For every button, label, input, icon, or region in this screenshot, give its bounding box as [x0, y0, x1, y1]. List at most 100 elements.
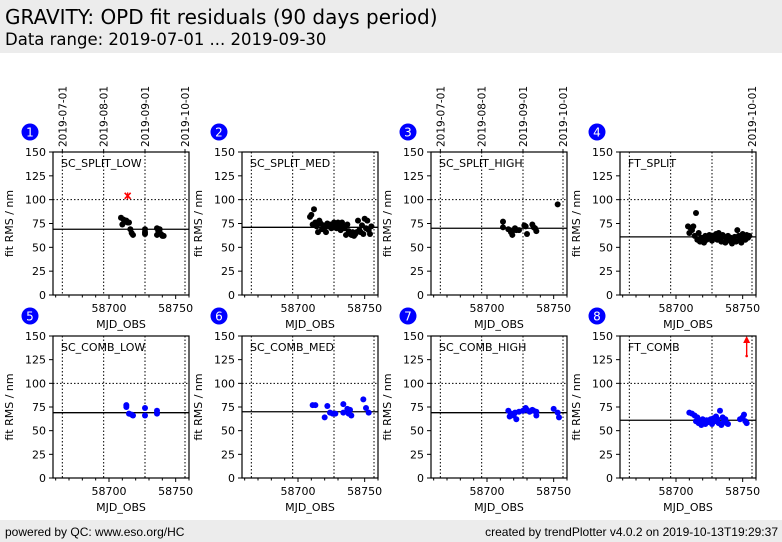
y-tick-label: 125: [592, 170, 613, 183]
panel-number: 7: [404, 310, 412, 324]
panel-number-badge: [210, 123, 228, 141]
y-tick-label: 150: [592, 146, 613, 159]
data-point: [364, 217, 371, 224]
y-tick-label: 75: [32, 401, 46, 414]
x-axis-label: MJD_OBS: [96, 318, 146, 331]
y-tick-label: 75: [32, 218, 46, 231]
axes-frame: [52, 335, 190, 479]
outlier-marker: [124, 192, 132, 200]
y-tick-label: 0: [417, 472, 424, 485]
data-point: [717, 407, 723, 414]
panel-number-badge: [588, 123, 606, 141]
x-axis-label: MJD_OBS: [663, 318, 713, 331]
x-tick-label: 58700: [281, 485, 316, 498]
data-point: [323, 229, 329, 236]
date-tick-label: 2019-08-01: [99, 86, 111, 147]
y-tick-label: 0: [39, 289, 46, 302]
x-tick-label: 58700: [92, 485, 127, 498]
panel-label: SC_COMB_LOW: [61, 341, 145, 354]
x-axis-label: MJD_OBS: [285, 501, 335, 514]
y-tick-label: 50: [410, 241, 424, 254]
y-tick-label: 75: [599, 401, 613, 414]
data-point: [743, 420, 750, 427]
y-tick-label: 75: [221, 401, 235, 414]
outlier-arrow: [743, 336, 751, 358]
y-tick-label: 150: [214, 146, 235, 159]
panel-number: 8: [593, 310, 601, 324]
y-tick-label: 75: [221, 218, 235, 231]
y-tick-label: 75: [410, 218, 424, 231]
x-axis-label: MJD_OBS: [663, 501, 713, 514]
y-tick-label: 0: [417, 289, 424, 302]
x-axis-label: MJD_OBS: [474, 318, 524, 331]
y-tick-label: 150: [403, 146, 424, 159]
y-tick-label: 125: [25, 354, 46, 367]
panel-6: 6 SC_COMB_MED 0 25 50 75 100 125 150 fit RMS / nm…: [192, 307, 382, 514]
y-tick-label: 50: [599, 241, 613, 254]
y-axis-label: fit RMS / nm: [381, 373, 394, 440]
y-tick-label: 25: [410, 448, 424, 461]
x-tick-label: 58750: [725, 302, 760, 315]
y-tick-label: 125: [403, 354, 424, 367]
data-point: [156, 226, 163, 233]
panel-number-badge: [210, 307, 228, 325]
date-tick-label: 2019-09-01: [518, 86, 530, 147]
data-point: [340, 401, 347, 408]
data-point: [522, 223, 529, 230]
page-subtitle: Data range: 2019-07-01 ... 2019-09-30: [5, 30, 327, 49]
panel-number-badge: [21, 123, 39, 141]
data-point: [554, 201, 561, 208]
y-tick-label: 0: [606, 289, 613, 302]
footer-created-by: created by trendPlotter v4.0.2 on 2019-1…: [485, 525, 778, 539]
x-tick-label: 58700: [470, 485, 505, 498]
y-tick-label: 75: [410, 401, 424, 414]
x-tick-label: 58750: [347, 302, 382, 315]
y-tick-label: 100: [214, 194, 235, 207]
panel-label: SC_COMB_MED: [250, 341, 334, 354]
data-point: [368, 223, 375, 230]
x-tick-label: 58700: [92, 302, 127, 315]
date-tick-label: 2019-07-01: [57, 86, 69, 147]
data-point: [365, 409, 372, 416]
data-point: [500, 218, 506, 225]
data-point: [363, 404, 369, 411]
panel-number-badge: [399, 123, 417, 141]
panel-number-badge: [21, 307, 39, 325]
y-tick-label: 0: [228, 472, 235, 485]
page-title: GRAVITY: OPD fit residuals (90 days peri…: [5, 5, 438, 29]
data-point: [332, 410, 339, 417]
data-point: [311, 206, 317, 213]
y-axis-label: fit RMS / nm: [381, 190, 394, 257]
x-tick-label: 58700: [281, 302, 316, 315]
x-tick-label: 58700: [470, 302, 505, 315]
panel-label: SC_SPLIT_LOW: [61, 157, 142, 170]
axes-frame: [619, 335, 757, 479]
panel-7: 7 SC_COMB_HIGH 0 25 50 75 100 125 150 fit RMS / n…: [381, 307, 571, 514]
axes-frame: [430, 335, 568, 479]
y-tick-label: 50: [221, 425, 235, 438]
data-point: [741, 411, 747, 418]
data-point: [734, 227, 741, 234]
x-tick-label: 58750: [725, 485, 760, 498]
data-point: [509, 231, 516, 238]
data-point: [340, 409, 347, 416]
panel-8: 8 FT_COMB 0 25 50 75 100 125 150 fit RMS / nm 5870…: [570, 307, 760, 514]
y-tick-label: 100: [403, 194, 424, 207]
data-point: [533, 412, 540, 419]
panel-number: 3: [404, 126, 412, 140]
panel-number: 6: [215, 310, 223, 324]
y-tick-label: 50: [32, 241, 46, 254]
data-point: [130, 231, 136, 238]
panel-number: 5: [26, 310, 34, 324]
data-point: [321, 414, 328, 421]
data-point: [725, 421, 731, 428]
data-point: [344, 221, 351, 228]
data-point: [142, 230, 148, 237]
data-point: [516, 227, 522, 234]
data-point: [367, 230, 373, 237]
x-tick-label: 58750: [536, 302, 571, 315]
x-tick-label: 58750: [347, 485, 382, 498]
panel-label: SC_SPLIT_HIGH: [439, 157, 523, 170]
y-tick-label: 75: [599, 218, 613, 231]
